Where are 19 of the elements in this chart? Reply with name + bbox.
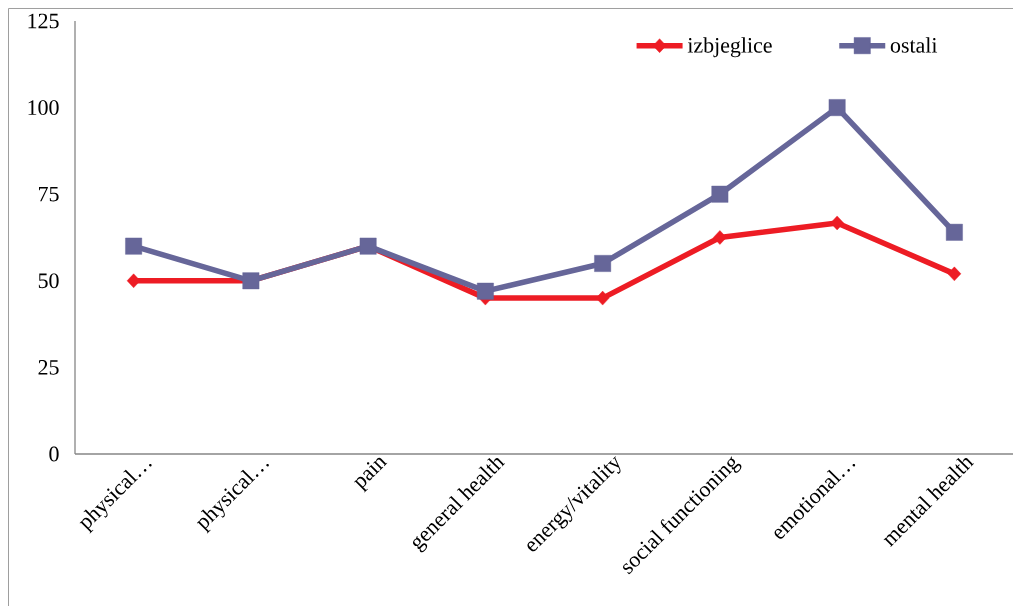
y-tick-label: 125 [28,13,59,29]
point [828,99,846,116]
point [126,273,141,288]
point [594,255,612,272]
point [947,266,962,282]
point [711,185,729,203]
point [125,237,143,255]
legend-label: ostali [890,37,938,53]
y-tick-label: 0 [49,446,59,462]
y-tick-label: 75 [39,186,59,202]
point [945,223,963,241]
y-tick-label: 50 [38,273,59,289]
point [713,230,727,245]
point [476,282,494,300]
x-tick-label: pain [354,457,388,493]
point [830,215,844,231]
y-tick-label: 25 [38,360,59,375]
legend-label: izbjeglice [687,37,772,58]
y-tick-label: 100 [28,100,59,115]
